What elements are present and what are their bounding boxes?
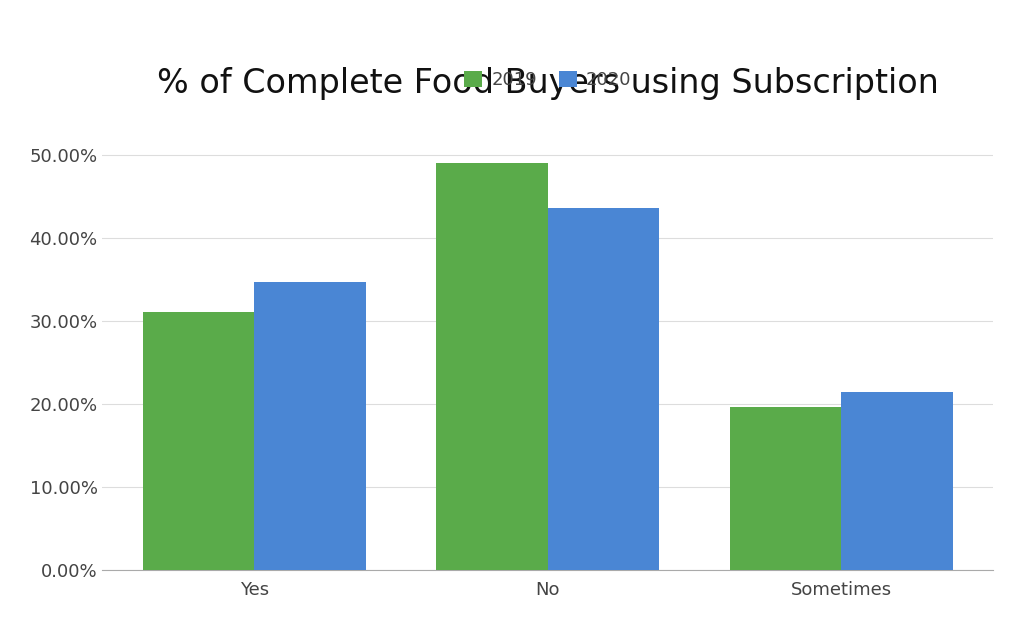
Bar <box>436 163 548 570</box>
Bar <box>730 407 842 570</box>
Legend: 2019, 2020: 2019, 2020 <box>457 64 639 96</box>
Title: % of Complete Food Buyers using Subscription: % of Complete Food Buyers using Subscrip… <box>157 67 939 100</box>
Bar <box>254 282 366 570</box>
Bar <box>842 392 952 570</box>
Bar <box>143 312 254 570</box>
Bar <box>548 208 659 570</box>
